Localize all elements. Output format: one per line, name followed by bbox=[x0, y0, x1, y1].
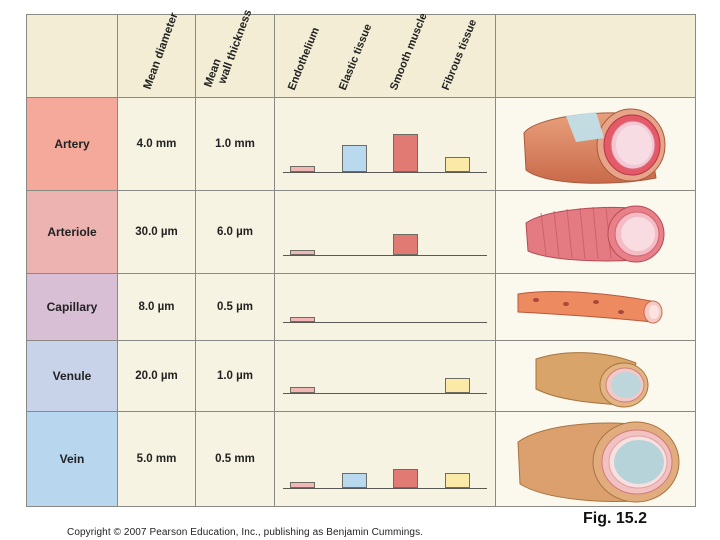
copyright-notice: Copyright © 2007 Pearson Education, Inc.… bbox=[67, 527, 424, 538]
wall-value: 0.5 µm bbox=[195, 273, 275, 341]
endothelium-bar bbox=[290, 166, 315, 172]
fibrous-bar bbox=[445, 378, 470, 393]
chart-baseline bbox=[283, 488, 487, 489]
smooth-muscle-label: Smooth muscle bbox=[387, 11, 430, 92]
fibrous-tissue-label: Fibrous tissue bbox=[439, 17, 480, 93]
elastic-tissue-label: Elastic tissue bbox=[336, 22, 375, 92]
arteriole-illustration bbox=[495, 190, 696, 274]
diameter-value: 5.0 mm bbox=[117, 411, 196, 507]
table-row: Vein 5.0 mm 0.5 mm bbox=[26, 411, 696, 507]
table-row: Arteriole 30.0 µm 6.0 µm bbox=[26, 190, 696, 274]
vessel-name-vein: Vein bbox=[26, 411, 118, 507]
vessel-name-artery: Artery bbox=[26, 97, 118, 191]
diameter-value: 4.0 mm bbox=[117, 97, 196, 191]
chart-baseline bbox=[283, 322, 487, 323]
diameter-value: 30.0 µm bbox=[117, 190, 196, 274]
smooth-bar bbox=[393, 234, 418, 255]
endothelium-bar bbox=[290, 317, 315, 322]
vessel-name-arteriole: Arteriole bbox=[26, 190, 118, 274]
table-row: Capillary 8.0 µm 0.5 µm bbox=[26, 273, 696, 341]
composition-chart bbox=[274, 411, 496, 507]
endothelium-bar bbox=[290, 250, 315, 255]
table-row: Artery 4.0 mm 1.0 mm bbox=[26, 97, 696, 191]
wall-value: 0.5 mm bbox=[195, 411, 275, 507]
fibrous-bar bbox=[445, 473, 470, 488]
vessel-comparison-table: Mean diameter Mean wall thickness Endoth… bbox=[26, 8, 696, 507]
figure-label: Fig. 15.2 bbox=[583, 510, 648, 527]
header-image bbox=[495, 14, 696, 98]
mean-wall-line2: wall thickness bbox=[216, 8, 255, 86]
wall-value: 1.0 µm bbox=[195, 340, 275, 412]
wall-value: 1.0 mm bbox=[195, 97, 275, 191]
header-corner bbox=[26, 14, 118, 98]
wall-value: 6.0 µm bbox=[195, 190, 275, 274]
venule-drawing bbox=[535, 352, 649, 408]
capillary-illustration bbox=[495, 273, 696, 341]
table-row: Venule 20.0 µm 1.0 µm bbox=[26, 340, 696, 412]
vein-illustration bbox=[495, 411, 696, 507]
smooth-bar bbox=[393, 469, 418, 488]
header-components: Endothelium Elastic tissue Smooth muscle… bbox=[274, 11, 496, 98]
header-mean-wall: Mean wall thickness bbox=[195, 8, 275, 98]
composition-chart bbox=[274, 340, 496, 412]
vein-drawing bbox=[517, 421, 680, 503]
artery-illustration bbox=[495, 97, 696, 191]
artery-drawing bbox=[523, 108, 666, 184]
header-row: Mean diameter Mean wall thickness Endoth… bbox=[26, 8, 696, 98]
elastic-bar bbox=[342, 145, 367, 172]
chart-baseline bbox=[283, 255, 487, 256]
chart-baseline bbox=[283, 172, 487, 173]
smooth-bar bbox=[393, 134, 418, 172]
elastic-bar bbox=[342, 473, 367, 488]
composition-chart bbox=[274, 190, 496, 274]
composition-chart bbox=[274, 273, 496, 341]
endothelium-bar bbox=[290, 482, 315, 488]
vessel-name-capillary: Capillary bbox=[26, 273, 118, 341]
blood-vessel-figure: Mean diameter Mean wall thickness Endoth… bbox=[26, 8, 696, 507]
endothelium-bar bbox=[290, 387, 315, 393]
fibrous-bar bbox=[445, 157, 470, 172]
chart-baseline bbox=[283, 393, 487, 394]
diameter-value: 8.0 µm bbox=[117, 273, 196, 341]
mean-diameter-label: Mean diameter bbox=[141, 11, 181, 91]
capillary-drawing bbox=[517, 291, 663, 324]
diameter-value: 20.0 µm bbox=[117, 340, 196, 412]
vessel-name-venule: Venule bbox=[26, 340, 118, 412]
venule-illustration bbox=[495, 340, 696, 412]
endothelium-label: Endothelium bbox=[285, 25, 322, 92]
mean-wall-label: Mean wall thickness bbox=[202, 4, 254, 93]
header-mean-diameter: Mean diameter bbox=[117, 11, 196, 98]
composition-chart bbox=[274, 97, 496, 191]
arteriole-drawing bbox=[525, 205, 665, 263]
